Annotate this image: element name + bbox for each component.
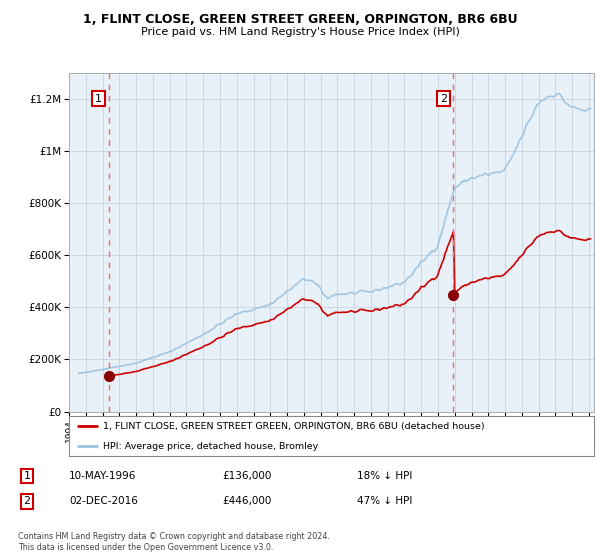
Text: 2: 2 (23, 496, 31, 506)
Text: £446,000: £446,000 (222, 496, 271, 506)
Text: 1: 1 (95, 94, 102, 104)
Text: HPI: Average price, detached house, Bromley: HPI: Average price, detached house, Brom… (103, 442, 319, 451)
Text: 2: 2 (440, 94, 447, 104)
Text: 10-MAY-1996: 10-MAY-1996 (69, 471, 136, 481)
Text: 02-DEC-2016: 02-DEC-2016 (69, 496, 138, 506)
Text: Contains HM Land Registry data © Crown copyright and database right 2024.
This d: Contains HM Land Registry data © Crown c… (18, 532, 330, 552)
Text: 1: 1 (23, 471, 31, 481)
Text: 1, FLINT CLOSE, GREEN STREET GREEN, ORPINGTON, BR6 6BU: 1, FLINT CLOSE, GREEN STREET GREEN, ORPI… (83, 13, 517, 26)
Text: Price paid vs. HM Land Registry's House Price Index (HPI): Price paid vs. HM Land Registry's House … (140, 27, 460, 37)
Text: £136,000: £136,000 (222, 471, 271, 481)
Text: 47% ↓ HPI: 47% ↓ HPI (357, 496, 412, 506)
Text: 1, FLINT CLOSE, GREEN STREET GREEN, ORPINGTON, BR6 6BU (detached house): 1, FLINT CLOSE, GREEN STREET GREEN, ORPI… (103, 422, 485, 431)
Text: 18% ↓ HPI: 18% ↓ HPI (357, 471, 412, 481)
